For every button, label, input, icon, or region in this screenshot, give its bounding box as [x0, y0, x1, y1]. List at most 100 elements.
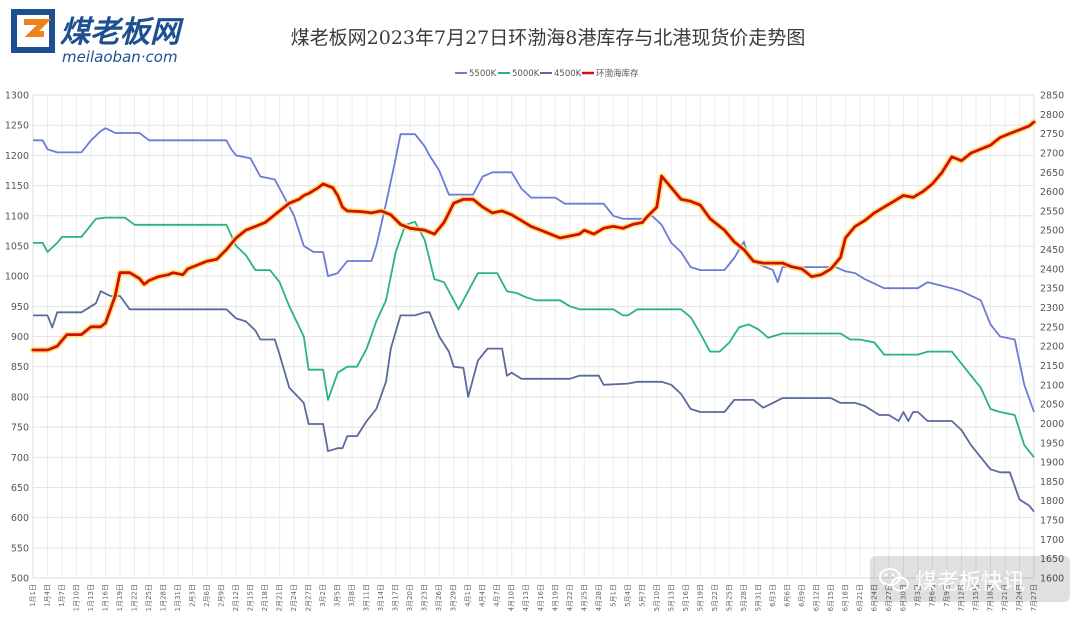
- series-layer: [30, 119, 1037, 513]
- right-tick-label: 2400: [1040, 264, 1064, 275]
- right-tick-label: 2100: [1040, 380, 1064, 391]
- left-tick-label: 550: [11, 543, 29, 554]
- x-tick-label: 1月28日: [160, 584, 168, 611]
- right-tick-label: 2300: [1040, 303, 1064, 314]
- x-tick-label: 3月11日: [363, 584, 371, 611]
- x-tick-label: 7月12日: [957, 584, 965, 611]
- right-tick-label: 1950: [1040, 438, 1064, 449]
- right-tick-label: 2250: [1040, 322, 1064, 333]
- x-tick-label: 4月25日: [580, 584, 588, 611]
- left-tick-label: 800: [11, 392, 29, 403]
- right-tick-label: 2700: [1040, 148, 1064, 159]
- series-line-stock: [31, 120, 1036, 352]
- x-tick-label: 7月21日: [1001, 584, 1009, 611]
- brand-logo: 煤老板网 meilaoban·com: [11, 9, 184, 66]
- x-tick-label: 7月15日: [972, 584, 980, 611]
- x-tick-label: 7月24日: [1015, 584, 1023, 611]
- x-tick-label: 7月6日: [928, 584, 936, 607]
- x-tick-label: 2月3日: [189, 584, 197, 607]
- right-tick-label: 2450: [1040, 245, 1064, 256]
- left-tick-label: 1150: [5, 181, 29, 192]
- x-tick-label: 5月13日: [667, 584, 675, 611]
- x-tick-label: 6月3日: [769, 584, 777, 607]
- x-tick-label: 1月13日: [87, 584, 95, 611]
- right-tick-label: 1700: [1040, 535, 1064, 546]
- x-tick-label: 4月19日: [551, 584, 559, 611]
- left-tick-label: 1000: [5, 272, 29, 283]
- x-tick-label: 3月20日: [406, 584, 414, 611]
- left-tick-label: 900: [11, 332, 29, 343]
- x-tick-label: 4月10日: [508, 584, 516, 611]
- x-tick-label: 5月16日: [682, 584, 690, 611]
- x-tick-label: 5月10日: [653, 584, 661, 611]
- right-tick-label: 1800: [1040, 496, 1064, 507]
- chart-title: 煤老板网2023年7月27日环渤海8港库存与北港现货价走势图: [291, 27, 806, 49]
- logo-chinese-text: 煤老板网: [60, 15, 184, 50]
- x-tick-label: 1月10日: [73, 584, 81, 611]
- series-line-5000k: [33, 216, 1035, 458]
- x-tick-label: 1月19日: [116, 584, 124, 611]
- x-tick-label: 1月25日: [145, 584, 153, 611]
- series-line-5500k: [33, 127, 1035, 413]
- x-tick-label: 6月9日: [798, 584, 806, 607]
- x-tick-label: 5月25日: [725, 584, 733, 611]
- x-tick-label: 5月4日: [624, 584, 632, 607]
- chart-legend: 5500K 5000K 4500K 环渤海库存: [455, 68, 639, 79]
- right-tick-label: 1600: [1040, 574, 1064, 585]
- x-tick-label: 6月12日: [812, 584, 820, 611]
- x-tick-label: 4月28日: [595, 584, 603, 611]
- left-tick-label: 950: [11, 302, 29, 313]
- left-tick-label: 1200: [5, 151, 29, 162]
- watermark: 煤老板快讯: [870, 556, 1070, 602]
- x-tick-label: 1月4日: [44, 584, 52, 607]
- x-tick-label: 2月21日: [276, 584, 284, 611]
- logo-mark-icon: [11, 9, 55, 53]
- right-tick-label: 2000: [1040, 419, 1064, 430]
- legend-label: 5500K: [469, 69, 497, 79]
- left-tick-label: 750: [11, 423, 29, 434]
- right-tick-label: 2500: [1040, 226, 1064, 237]
- x-tick-label: 2月15日: [247, 584, 255, 611]
- x-tick-label: 6月30日: [899, 584, 907, 611]
- x-tick-label: 2月27日: [305, 584, 313, 611]
- right-tick-label: 2550: [1040, 206, 1064, 217]
- x-tick-label: 2月9日: [218, 584, 226, 607]
- right-tick-label: 2800: [1040, 110, 1064, 121]
- right-tick-label: 2850: [1040, 91, 1064, 102]
- x-tick-label: 1月22日: [131, 584, 139, 611]
- x-tick-label: 7月9日: [943, 584, 951, 607]
- chart-grid: [32, 94, 1035, 579]
- right-tick-label: 2650: [1040, 168, 1064, 179]
- legend-label: 5000K: [512, 69, 540, 79]
- left-tick-label: 850: [11, 362, 29, 373]
- x-tick-label: 7月18日: [986, 584, 994, 611]
- right-tick-label: 1650: [1040, 554, 1064, 565]
- x-tick-label: 2月12日: [232, 584, 240, 611]
- left-tick-label: 1300: [5, 91, 29, 102]
- x-tick-label: 3月26日: [435, 584, 443, 611]
- x-tick-label: 4月13日: [522, 584, 530, 611]
- x-tick-label: 4月16日: [537, 584, 545, 611]
- x-tick-label: 3月8日: [348, 584, 356, 607]
- x-tick-label: 5月1日: [609, 584, 617, 607]
- x-tick-label: 6月27日: [885, 584, 893, 611]
- right-tick-label: 1750: [1040, 516, 1064, 527]
- left-tick-label: 650: [11, 483, 29, 494]
- left-tick-label: 500: [11, 574, 29, 585]
- x-tick-label: 4月7日: [493, 584, 501, 607]
- legend-label: 4500K: [554, 69, 582, 79]
- right-tick-label: 2200: [1040, 342, 1064, 353]
- x-tick-label: 5月22日: [711, 584, 719, 611]
- x-tick-label: 5月28日: [740, 584, 748, 611]
- left-tick-label: 1050: [5, 241, 29, 252]
- right-axis: 1600 1650 1700 1750 1800 1850 1900 1950 2000 2050…: [1040, 91, 1064, 585]
- right-tick-label: 2050: [1040, 400, 1064, 411]
- x-tick-label: 1月31日: [174, 584, 182, 611]
- x-tick-label: 3月23日: [421, 584, 429, 611]
- x-axis: 1月1日 1月4日 1月7日 1月10日 1月13日 1月16日 1月19日 1月22日 1月2…: [29, 584, 1038, 611]
- x-tick-label: 3月29日: [450, 584, 458, 611]
- x-tick-label: 6月18日: [841, 584, 849, 611]
- x-tick-label: 3月2日: [319, 584, 327, 607]
- x-tick-label: 5月19日: [696, 584, 704, 611]
- left-axis: 500 550 600 650 700 750 800 850 900 950 1000 1050 11…: [5, 91, 29, 585]
